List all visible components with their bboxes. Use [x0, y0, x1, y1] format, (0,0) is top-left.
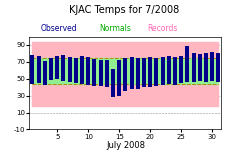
Bar	[141, 58, 145, 87]
Bar	[154, 58, 158, 85]
Text: Observed: Observed	[40, 24, 77, 33]
Bar	[148, 57, 152, 87]
Bar	[160, 57, 164, 85]
Bar	[209, 52, 213, 81]
Bar	[86, 57, 90, 85]
Bar	[67, 57, 71, 82]
Text: KJAC Temps for 7/2008: KJAC Temps for 7/2008	[69, 5, 179, 15]
Bar	[135, 58, 139, 89]
Bar	[36, 56, 40, 83]
Bar	[172, 57, 176, 85]
Bar	[30, 55, 34, 84]
Bar	[197, 54, 201, 81]
Bar	[203, 53, 207, 82]
Bar	[166, 56, 170, 84]
Bar	[129, 57, 133, 89]
Bar	[104, 60, 108, 87]
Bar	[55, 56, 59, 79]
Bar	[49, 58, 53, 81]
Bar	[43, 61, 47, 85]
Bar	[117, 60, 121, 96]
Bar	[74, 58, 78, 83]
Bar	[80, 56, 84, 84]
Bar	[215, 53, 219, 82]
Bar	[191, 53, 195, 82]
Bar	[110, 69, 115, 96]
Text: Records: Records	[146, 24, 176, 33]
Bar	[184, 46, 189, 82]
Bar	[123, 58, 127, 91]
X-axis label: July 2008: July 2008	[106, 141, 144, 150]
Bar	[178, 56, 182, 83]
Bar	[92, 59, 96, 85]
Text: Normals: Normals	[99, 24, 131, 33]
Bar	[98, 60, 102, 86]
Bar	[61, 55, 65, 81]
